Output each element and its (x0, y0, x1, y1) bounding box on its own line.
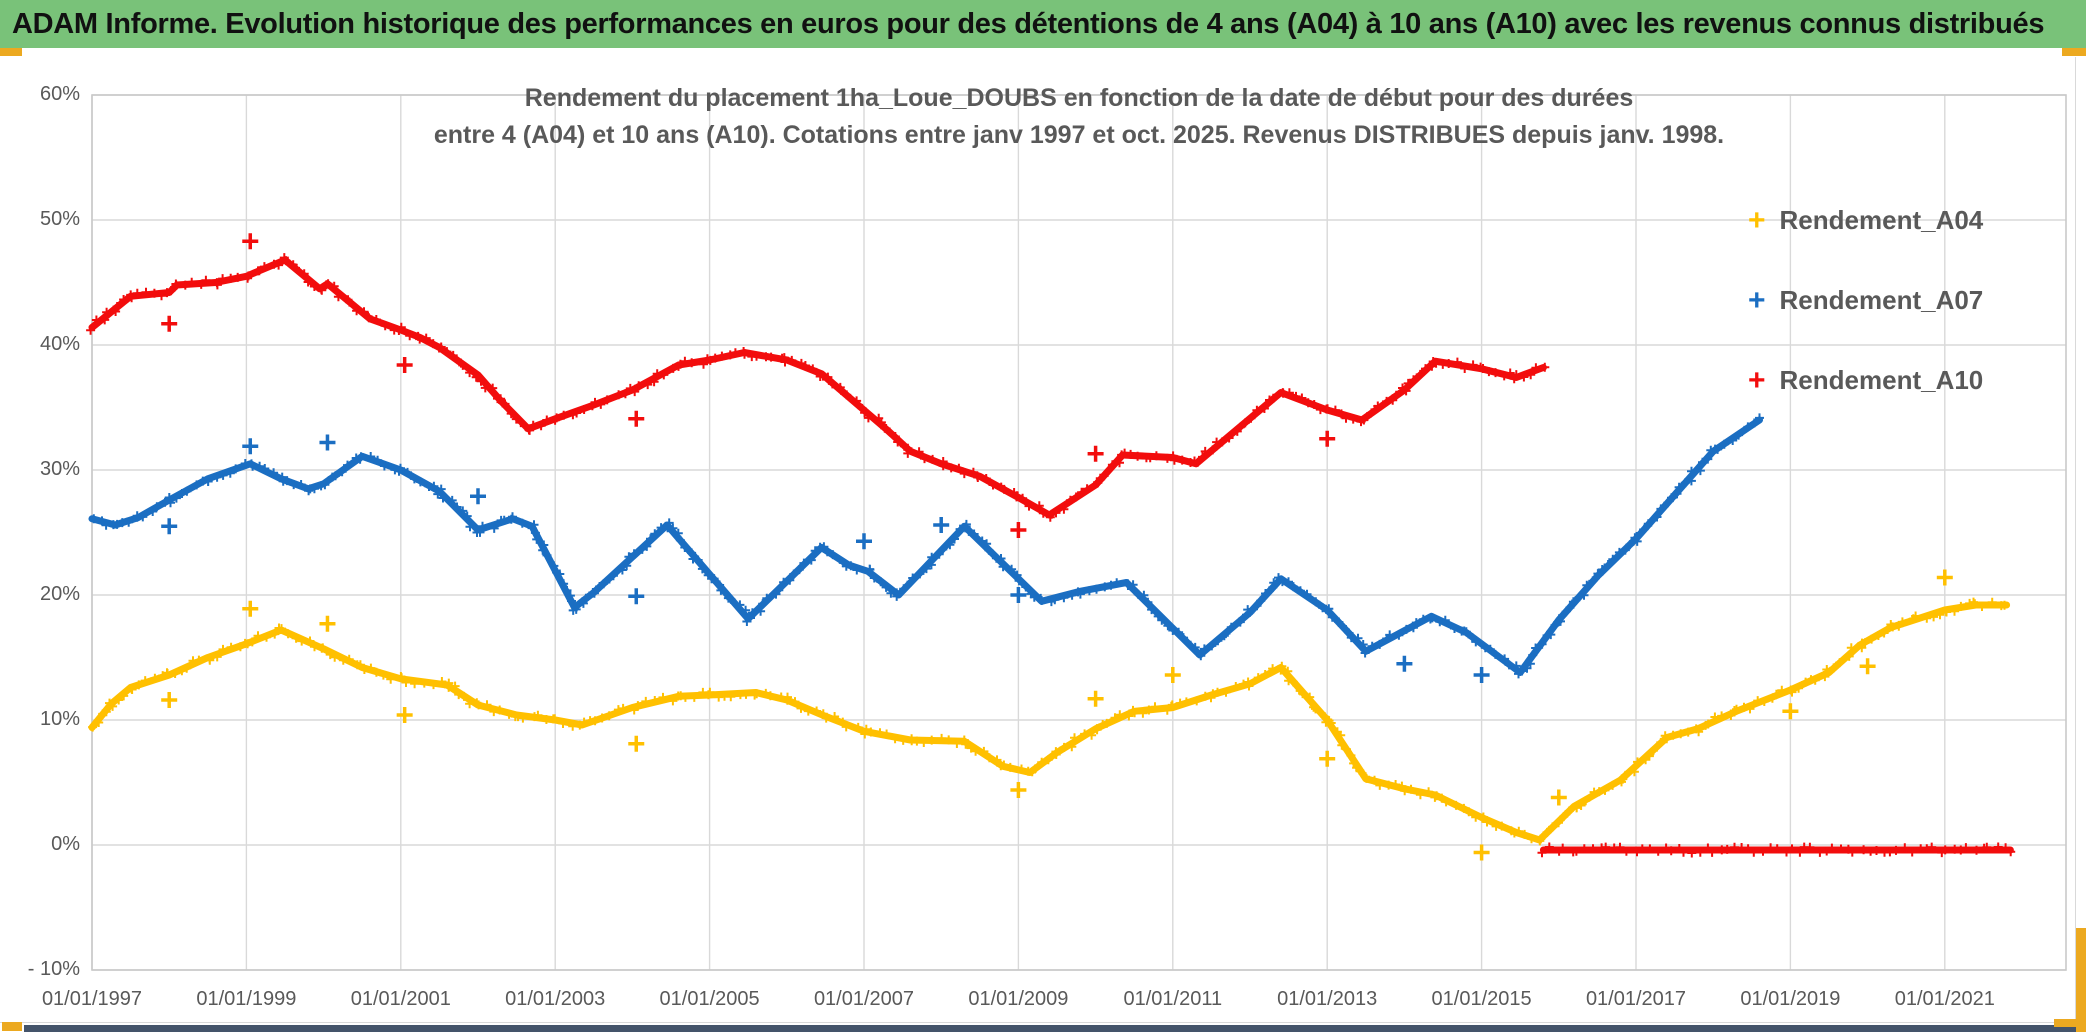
x-axis-label: 01/01/2021 (1894, 988, 1995, 1010)
series-outlier-points-Rendement_A07 (161, 434, 1490, 683)
legend-plus-marker-icon: + (1748, 203, 1766, 237)
series-markers-Rendement_A10 (86, 253, 1550, 522)
bottom-left-orange-square (2, 1022, 22, 1031)
x-axis-label: 01/01/2011 (1123, 988, 1223, 1010)
x-axis-label: 01/01/1997 (41, 988, 143, 1010)
header-banner: ADAM Informe. Evolution historique des p… (0, 0, 2086, 48)
series-outlier-points-Rendement_A10 (161, 233, 1336, 538)
bottom-right-orange-corner-vertical (2076, 928, 2086, 1032)
banner-title: ADAM Informe. Evolution historique des p… (12, 7, 2045, 40)
series-markers-Rendement_A10 (1537, 842, 2016, 858)
legend-label: Rendement_A10 (1779, 365, 1984, 395)
x-axis-label: 01/01/2007 (813, 988, 915, 1010)
y-axis-label: 20% (39, 583, 80, 605)
legend-label: Rendement_A04 (1779, 205, 1984, 235)
series-outlier-points-Rendement_A04 (161, 569, 1953, 861)
y-axis-label: 0% (51, 833, 80, 855)
series-line-Rendement_A04 (88, 601, 2011, 844)
x-axis-label: 01/01/2005 (659, 988, 760, 1010)
x-axis-label: 01/01/2019 (1740, 988, 1841, 1010)
orange-underline-left (0, 48, 22, 56)
orange-underline-right (2062, 48, 2086, 56)
legend-item-Rendement_A10: + Rendement_A10 (1748, 365, 1983, 396)
chart-title-line2: entre 4 (A04) et 10 ans (A10). Cotations… (433, 121, 1725, 149)
y-axis-label: 50% (39, 208, 80, 230)
chart-title: Rendement du placement 1ha_Loue_DOUBS en… (92, 80, 2066, 154)
legend-item-Rendement_A04: + Rendement_A04 (1748, 205, 1983, 236)
series-markers-Rendement_A07 (89, 413, 1764, 679)
bottom-right-orange-corner-horizontal (2054, 1019, 2086, 1027)
x-axis-label: 01/01/2013 (1277, 988, 1378, 1010)
bottom-blue-strip (24, 1025, 2086, 1032)
y-axis-label: 40% (39, 333, 80, 355)
series-line-Rendement_A10 (88, 256, 1547, 519)
legend-plus-marker-icon: + (1748, 283, 1766, 317)
legend-item-Rendement_A07: + Rendement_A07 (1748, 285, 1983, 316)
x-axis-label: 01/01/2017 (1585, 988, 1687, 1010)
x-axis-label: 01/01/2003 (505, 988, 606, 1010)
plot-frame (91, 94, 2067, 971)
legend-label: Rendement_A07 (1779, 285, 1984, 315)
x-axis-label: 01/01/2015 (1431, 988, 1532, 1010)
series-markers-Rendement_A04 (88, 597, 2009, 846)
chart-right-border (2075, 57, 2076, 1022)
y-axis-label: 60% (39, 83, 80, 105)
y-axis-label: - 10% (27, 958, 80, 980)
x-axis-label: 01/01/1999 (196, 988, 297, 1010)
chart-bottom-border (0, 1022, 2086, 1023)
legend-plus-marker-icon: + (1748, 363, 1766, 397)
x-axis-label: 01/01/2009 (968, 988, 1069, 1010)
y-axis-label: 30% (39, 458, 80, 480)
x-axis-label: 01/01/2001 (350, 988, 451, 1010)
y-axis-label: 10% (39, 708, 80, 730)
chart-title-line1: Rendement du placement 1ha_Loue_DOUBS en… (524, 84, 1634, 112)
